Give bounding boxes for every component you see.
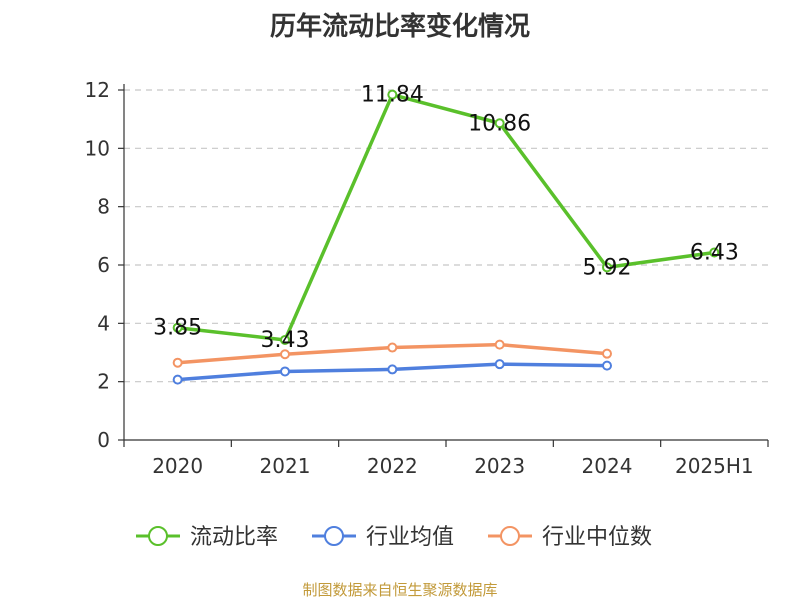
legend-label: 行业中位数 [542, 525, 652, 550]
x-tick-label: 2021 [260, 454, 311, 478]
legend[interactable]: 流动比率 行业均值 行业中位数 [136, 525, 652, 550]
series [172, 89, 720, 385]
grid-lines [124, 89, 768, 383]
x-tick-label: 2024 [582, 454, 633, 478]
legend-marker [324, 526, 344, 546]
data-labels: 3.85 3.43 11.84 10.86 5.92 6.43 [153, 83, 739, 353]
series-line [177, 92, 715, 342]
legend-marker [500, 526, 520, 546]
x-tick-label: 2025H1 [675, 454, 754, 478]
y-tick-label: 0 [97, 428, 110, 452]
legend-item[interactable]: 流动比率 [136, 525, 278, 550]
data-label: 5.92 [583, 255, 632, 280]
data-point [602, 262, 612, 273]
data-point [387, 89, 398, 100]
legend-item[interactable]: 行业中位数 [488, 525, 652, 550]
x-tick-label: 2020 [152, 454, 203, 478]
data-point [280, 334, 290, 345]
axes: 0 2 4 6 8 10 12 2020 2021 2022 2023 2024 2025H1 [85, 78, 769, 478]
chart-title: 历年流动比率变化情况 [269, 12, 530, 42]
data-label: 3.85 [153, 316, 202, 341]
y-tick-label: 8 [97, 195, 110, 219]
x-tick-label: 2022 [367, 454, 418, 478]
legend-label: 行业均值 [366, 525, 454, 550]
data-point [494, 339, 505, 350]
data-label: 10.86 [468, 111, 531, 136]
data-point [280, 366, 290, 377]
legend-marker [148, 526, 168, 546]
data-point [172, 357, 183, 368]
data-point [709, 247, 720, 258]
data-point [494, 118, 505, 129]
y-tick-label: 4 [97, 311, 110, 335]
data-point [172, 374, 183, 385]
data-point [172, 322, 183, 333]
legend-label: 流动比率 [190, 525, 278, 550]
y-tick-label: 10 [85, 136, 110, 160]
data-point [387, 364, 398, 375]
data-label: 11.84 [361, 83, 424, 108]
data-point [280, 349, 290, 360]
data-point [387, 342, 398, 353]
x-tick-label: 2023 [474, 454, 525, 478]
source-note: 制图数据来自恒生聚源数据库 [302, 581, 498, 599]
data-label: 3.43 [261, 328, 310, 353]
legend-item[interactable]: 行业均值 [312, 525, 454, 550]
data-point [494, 359, 505, 370]
data-point [602, 348, 612, 359]
data-label: 6.43 [690, 240, 739, 265]
data-point [602, 360, 612, 371]
y-tick-label: 2 [97, 370, 110, 394]
y-tick-label: 12 [85, 78, 110, 102]
y-tick-label: 6 [97, 253, 110, 277]
